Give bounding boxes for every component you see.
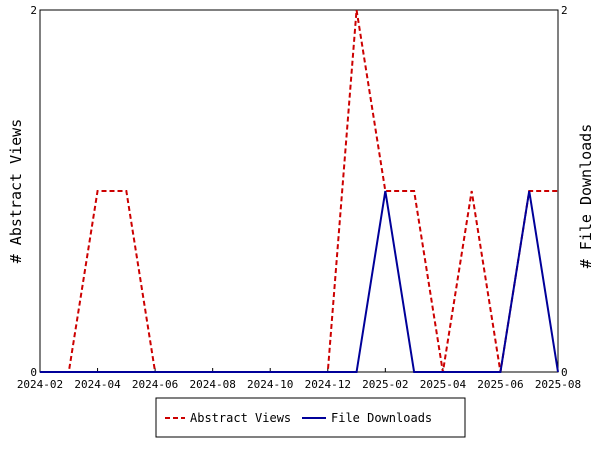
x-tick-label: 2025-04 — [420, 378, 467, 391]
y-axis-left-title: # Abstract Views — [7, 119, 25, 264]
x-tick-label: 2024-10 — [247, 378, 293, 391]
y-right-tick-label: 0 — [561, 366, 568, 379]
y-left-tick-label: 0 — [30, 366, 37, 379]
x-tick-label: 2025-02 — [362, 378, 408, 391]
y-axis-right-title: # File Downloads — [577, 124, 595, 269]
series-layer — [40, 9, 559, 373]
series-line-abstract-views — [40, 9, 558, 373]
legend-label-file-downloads: File Downloads — [331, 411, 432, 425]
x-tick-label: 2024-12 — [305, 378, 351, 391]
x-tick-label: 2025-06 — [477, 378, 523, 391]
y-right-tick-label: 2 — [561, 4, 568, 17]
x-tick-label: 2025-08 — [535, 378, 581, 391]
x-axis-ticks: 2024-02 2024-04 2024-06 2024-08 2024-10 2024-… — [17, 368, 581, 391]
x-tick-label: 2024-06 — [132, 378, 178, 391]
y-left-tick-label: 2 — [30, 4, 37, 17]
series-line-file-downloads — [40, 190, 559, 373]
legend: Abstract Views File Downloads — [155, 397, 466, 438]
x-tick-label: 2024-04 — [74, 378, 121, 391]
x-tick-label: 2024-02 — [17, 378, 63, 391]
legend-label-abstract-views: Abstract Views — [190, 411, 291, 425]
x-tick-label: 2024-08 — [189, 378, 235, 391]
